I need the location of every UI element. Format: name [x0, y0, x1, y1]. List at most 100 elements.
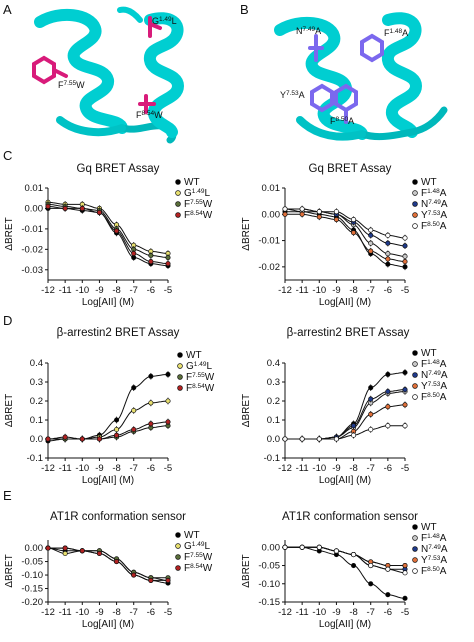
legend-marker	[412, 372, 418, 378]
x-tick-label: -6	[384, 607, 392, 618]
data-point	[351, 562, 357, 569]
helix-ribbon	[358, 106, 448, 141]
y-axis-label: ΔBRET	[241, 217, 252, 250]
fit-curve	[285, 208, 405, 239]
data-point	[402, 562, 408, 569]
y-tick-label: 0.00	[262, 209, 281, 220]
x-axis-label: Log[AII] (M)	[319, 619, 371, 630]
x-tick-label: -7	[366, 607, 374, 618]
legend-marker	[412, 535, 418, 541]
residue-label: Y7.53A	[280, 90, 305, 101]
data-point	[368, 426, 374, 433]
legend-marker	[177, 374, 183, 380]
data-point	[368, 411, 374, 417]
data-point	[282, 211, 288, 217]
x-tick-label: -11	[59, 607, 72, 618]
data-point	[402, 264, 408, 270]
x-axis-label: Log[AII] (M)	[82, 475, 134, 486]
fit-curve	[284, 208, 405, 257]
data-point	[385, 232, 391, 238]
x-tick-label: -9	[95, 607, 103, 618]
data-point	[385, 240, 391, 246]
data-point	[368, 581, 374, 587]
charts: Gq BRET Assay0.010.00-0.01-0.02-0.03-12-…	[4, 163, 448, 630]
residue-label: N7.49A	[296, 26, 321, 37]
y-tick-label: -0.05	[21, 557, 43, 568]
fit-curve	[48, 547, 168, 581]
data-point	[62, 545, 68, 551]
data-point	[385, 404, 391, 410]
data-point	[62, 205, 68, 211]
data-point	[79, 548, 85, 554]
y-tick-label: 0.00	[262, 542, 281, 553]
data-point	[299, 436, 305, 442]
legend-label: F8.54W	[186, 383, 215, 395]
chart-title: β-arrestin2 BRET Assay	[57, 327, 180, 339]
data-point	[131, 426, 137, 433]
data-point	[165, 398, 171, 404]
x-tick-label: -6	[384, 285, 392, 296]
data-point	[62, 550, 68, 557]
y-tick-label: -0.10	[21, 570, 43, 581]
y-axis-label: ΔBRET	[241, 554, 252, 587]
x-tick-label: -7	[366, 285, 374, 296]
legend-label: WT	[421, 177, 437, 188]
x-tick-label: -11	[59, 285, 72, 296]
x-axis-label: Log[AII] (M)	[82, 619, 134, 630]
chart-D-right: β-arrestin2 BRET Assay 0.4 0.3 0.2 0.1 0.0 -0.…	[241, 327, 448, 486]
y-tick-label: -0.03	[21, 265, 43, 276]
residue-label: F8.50A	[330, 116, 354, 127]
y-tick-label: -0.01	[258, 236, 280, 247]
residue-label: F8.54W	[136, 110, 163, 121]
data-point	[333, 209, 339, 215]
y-tick-label: 0.3	[30, 377, 43, 388]
data-point	[114, 426, 120, 433]
y-tick-label: 0.00	[25, 543, 44, 554]
legend-label: G1.49L	[184, 188, 210, 200]
x-tick-label: -12	[41, 285, 55, 296]
fit-curve	[285, 404, 406, 440]
y-tick-label: -0.15	[258, 597, 280, 608]
residue-label: G1.49L	[152, 16, 177, 27]
helix-ribbon	[296, 116, 366, 141]
x-tick-label: -8	[349, 285, 357, 296]
residue-sticks	[308, 33, 384, 124]
x-tick-label: -12	[41, 607, 55, 618]
helix-ribbon	[144, 12, 185, 138]
legend-label: F8.50A	[421, 566, 447, 578]
x-axis-label: Log[AII] (M)	[319, 297, 371, 308]
x-tick-label: -5	[164, 285, 172, 296]
data-point	[165, 261, 171, 267]
y-tick-label: 0.1	[267, 415, 280, 426]
data-point	[96, 209, 102, 216]
legend-label: WT	[184, 530, 200, 541]
x-tick-label: -12	[278, 285, 292, 296]
data-point	[45, 203, 51, 209]
legend-marker	[177, 385, 183, 391]
x-tick-label: -9	[332, 463, 340, 474]
x-tick-label: -9	[95, 285, 103, 296]
chart-title: AT1R conformation sensor	[50, 511, 186, 523]
x-tick-label: -12	[278, 607, 292, 618]
data-point	[299, 206, 305, 212]
data-point	[385, 256, 391, 262]
data-point	[131, 250, 137, 256]
legend-marker	[175, 212, 181, 218]
chart-title: Gq BRET Assay	[77, 163, 160, 175]
data-point	[165, 419, 171, 425]
legend-label: WT	[421, 522, 437, 533]
legend-label: F7.55W	[186, 372, 215, 384]
chart-E-right: AT1R conformation sensor 0.00 -0.05 -0.10 -0…	[241, 511, 448, 630]
data-point	[385, 371, 391, 377]
y-tick-label: 0.0	[30, 434, 43, 445]
data-point	[114, 228, 120, 234]
x-tick-label: -6	[147, 285, 155, 296]
data-point	[333, 436, 339, 442]
legend-marker	[412, 394, 418, 400]
x-tick-label: -8	[349, 607, 357, 618]
x-tick-label: -9	[332, 607, 340, 618]
x-tick-label: -6	[147, 463, 155, 474]
